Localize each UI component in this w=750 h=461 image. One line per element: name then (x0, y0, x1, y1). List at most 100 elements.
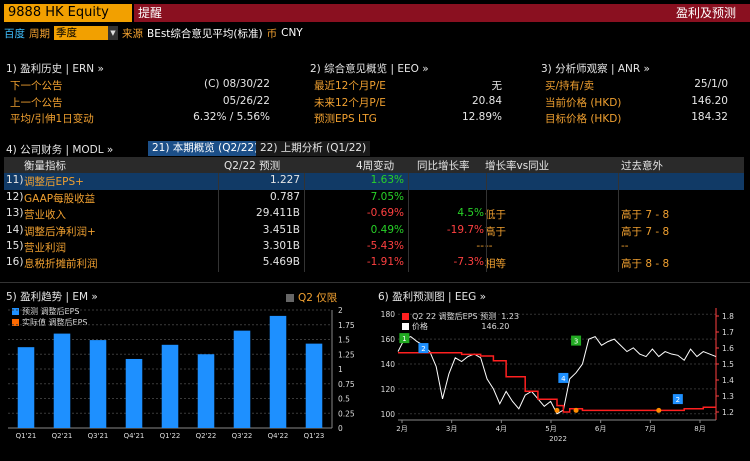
row-4w-change: -1.91% (366, 256, 404, 269)
x-tick-label: Q2'22 (196, 432, 217, 440)
row-number: 12) (6, 190, 24, 203)
source-value[interactable]: BEst综合意见平均(标准) (147, 27, 263, 40)
row-forecast: 29.411B (256, 207, 300, 220)
em-section-title[interactable]: 5) 盈利趋势 | EM » (6, 291, 98, 303)
period-dropdown[interactable]: 季度 ▼ (54, 26, 118, 40)
ern-label-0: 下一个公告 (10, 80, 63, 92)
row-metric: 营业收入 (24, 209, 66, 222)
x-tick-label: 3月 (446, 425, 457, 433)
x-tick-label: 8月 (694, 425, 705, 433)
event-marker-label: 2 (676, 396, 680, 404)
table-row[interactable]: 15) 营业利润 3.301B -5.43% -- -- -- (4, 238, 744, 256)
eeg-legend-price: 价格 146.20 (402, 321, 509, 332)
x-year-label: 2022 (549, 435, 567, 443)
right-y-tick-label: 1.5 (722, 360, 734, 369)
row-surprise: -- (621, 239, 629, 252)
row-surprise: 高于 7 - 8 (621, 209, 670, 222)
checkbox-icon[interactable] (286, 293, 294, 302)
row-yoy: -- (476, 239, 484, 252)
eeo-value-2: 12.89% (461, 111, 502, 123)
row-metric: 息税折摊前利润 (24, 258, 98, 271)
row-4w-change: -0.69% (366, 207, 404, 220)
event-marker-label: 2 (421, 345, 425, 353)
actual-marker (573, 407, 579, 413)
row-forecast: 3.301B (262, 239, 300, 252)
event-marker-label: 1 (402, 335, 406, 343)
col-surprise: 过去意外 (621, 160, 663, 172)
row-4w-change: 7.05% (370, 190, 404, 203)
bar (269, 315, 287, 428)
anr-section-title[interactable]: 3) 分析师观察 | ANR » (541, 63, 650, 75)
row-number: 15) (6, 239, 24, 252)
row-number: 11) (6, 174, 24, 187)
row-number: 14) (6, 223, 24, 236)
table-row[interactable]: 12) GAAP每股收益 0.787 7.05% (4, 189, 744, 207)
anr-label-2: 目标价格 (HKD) (545, 113, 622, 125)
eeo-value-1: 20.84 (471, 95, 502, 107)
row-yoy: -7.3% (453, 256, 484, 269)
row-vs-peer: 低于 (485, 209, 506, 222)
bar (233, 330, 251, 428)
tab-previous-period[interactable]: 22) 上期分析 (Q1/22) (256, 141, 371, 156)
bar (89, 340, 107, 428)
row-yoy: 4.5% (457, 207, 484, 220)
row-forecast: 0.787 (269, 190, 300, 203)
actual-marker (554, 407, 560, 413)
row-forecast: 5.469B (262, 256, 300, 269)
right-y-tick-label: 1.4 (722, 376, 734, 385)
anr-value-0: 25/1/0 (694, 78, 728, 90)
tab-current-period[interactable]: 21) 本期概览 (Q2/22) (148, 141, 263, 156)
event-marker-label: 4 (561, 375, 566, 383)
y-tick-label: 1.25 (338, 350, 355, 359)
eeo-label-2: 预测EPS LTG (314, 113, 377, 125)
y-tick-label: 0.25 (338, 409, 355, 418)
row-4w-change: -5.43% (366, 239, 404, 252)
table-row[interactable]: 11) 调整后EPS+ 1.227 1.63% (4, 173, 744, 190)
row-number: 16) (6, 256, 24, 269)
x-tick-label: Q3'21 (88, 432, 109, 440)
event-marker (672, 394, 683, 405)
row-forecast: 1.227 (269, 174, 300, 187)
col-4w-change: 4周变动 (356, 160, 395, 172)
q2-only-toggle[interactable]: Q2 仅限 (286, 290, 337, 305)
table-row[interactable]: 16) 息税折摊前利润 5.469B -1.91% -7.3% 相等 高于 8 - 8 (4, 255, 744, 272)
anr-value-2: 184.32 (691, 111, 728, 123)
left-y-tick-label: 100 (381, 410, 396, 419)
ticker-field[interactable]: 9888 HK Equity (4, 4, 132, 22)
bar (197, 354, 215, 428)
col-metric: 衡量指标 (24, 160, 66, 172)
alert-tab[interactable]: 提醒 (134, 4, 172, 22)
x-tick-label: Q2'21 (52, 432, 73, 440)
y-tick-label: 0.75 (338, 380, 355, 389)
event-marker (418, 343, 429, 354)
right-y-tick-label: 1.2 (722, 408, 734, 417)
chevron-down-icon[interactable]: ▼ (108, 26, 118, 40)
divider (0, 282, 750, 283)
em-legend-forecast: 预测 调整后EPS (12, 306, 80, 317)
company-label: 百度 (4, 27, 25, 40)
price-line (397, 336, 717, 415)
y-tick-label: 0 (338, 424, 343, 433)
source-label: 来源 (122, 27, 143, 40)
currency-value[interactable]: CNY (281, 27, 303, 39)
row-4w-change: 0.49% (370, 223, 404, 236)
eeg-section-title[interactable]: 6) 盈利预测图 | EEG » (378, 291, 486, 303)
col-forecast: Q2/22 预测 (224, 160, 281, 172)
eps-trend-bar-chart: 0 0.25 0.5 0.75 1 1.25 1.5 1.75 2 Q1'21 Q2'21 Q3'21… (8, 306, 355, 440)
left-y-tick-label: 180 (381, 310, 396, 319)
modl-section-title[interactable]: 4) 公司财务 | MODL » (6, 144, 114, 156)
eeo-section-title[interactable]: 2) 综合意见概览 | EEO » (310, 63, 429, 75)
eeg-legend-eps: Q2 22 调整后EPS 预测 1.23 (402, 311, 519, 322)
period-value: 季度 (56, 27, 77, 39)
y-tick-label: 1.75 (338, 321, 355, 330)
ern-section-title[interactable]: 1) 盈利历史 | ERN » (6, 63, 104, 75)
left-y-tick-label: 160 (381, 335, 396, 344)
row-4w-change: 1.63% (370, 174, 404, 187)
row-forecast: 3.451B (262, 223, 300, 236)
row-metric: 调整后EPS+ (24, 176, 84, 189)
table-row[interactable]: 13) 营业收入 29.411B -0.69% 4.5% 低于 高于 7 - 8 (4, 206, 744, 223)
y-tick-label: 1.5 (338, 336, 350, 345)
event-marker-label: 3 (574, 338, 578, 346)
table-row[interactable]: 14) 调整后净利润+ 3.451B 0.49% -19.7% 高于 高于 7 - 8 (4, 222, 744, 239)
eeo-value-0: 无 (491, 80, 503, 92)
